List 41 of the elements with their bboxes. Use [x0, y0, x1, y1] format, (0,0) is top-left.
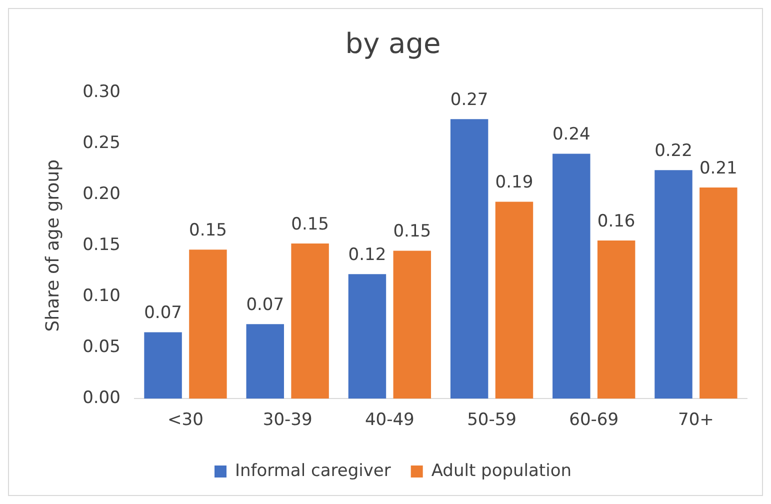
bar [291, 244, 329, 399]
y-tick-label: 0.25 [82, 133, 120, 154]
x-tick-label: <30 [168, 410, 204, 430]
y-tick-label: 0.30 [82, 82, 120, 102]
x-tick-label: 40-49 [364, 410, 414, 430]
legend-label: Informal caregiver [235, 460, 391, 481]
bar [246, 324, 284, 399]
x-tick-label: 30-39 [262, 410, 312, 430]
bar [348, 274, 386, 399]
data-label: 0.19 [495, 172, 534, 193]
y-tick-label: 0.05 [82, 337, 120, 358]
data-label: 0.15 [393, 222, 432, 242]
data-label: 0.15 [189, 220, 227, 241]
data-label: 0.22 [654, 141, 692, 162]
data-label: 0.07 [144, 303, 182, 324]
bar [597, 240, 636, 399]
data-label: 0.16 [597, 211, 636, 232]
y-tick-label: 0.10 [82, 286, 120, 306]
legend-label: Adult population [431, 460, 572, 481]
data-label: 0.12 [348, 245, 386, 266]
bar [393, 250, 432, 399]
data-label: 0.27 [450, 90, 488, 110]
x-tick-label: 70+ [678, 410, 714, 430]
bar [700, 187, 738, 399]
x-tick-label: 60-69 [569, 410, 619, 430]
y-tick-label: 0.00 [82, 388, 120, 408]
y-tick-label: 0.15 [82, 235, 120, 256]
bar [144, 332, 182, 399]
x-tick-label: 50-59 [467, 410, 516, 430]
y-axis-title: Share of age group [42, 159, 64, 332]
bar [552, 154, 590, 399]
data-label: 0.24 [552, 124, 590, 145]
data-label: 0.07 [246, 295, 284, 316]
bar [450, 119, 488, 399]
data-label: 0.15 [291, 214, 329, 234]
bar [189, 250, 227, 399]
data-label: 0.21 [699, 158, 738, 178]
chart-title: by age [345, 27, 441, 60]
bar [654, 170, 692, 399]
bar [495, 202, 534, 399]
y-tick-label: 0.20 [82, 184, 120, 204]
